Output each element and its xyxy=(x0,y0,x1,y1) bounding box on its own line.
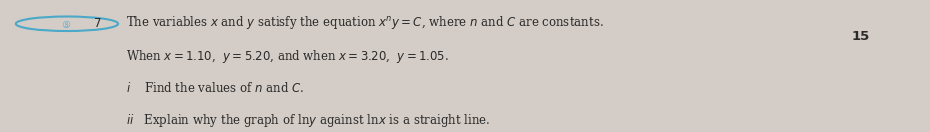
Text: When $x = 1.10$,  $y = 5.20$, and when $x = 3.20$,  $y = 1.05$.: When $x = 1.10$, $y = 5.20$, and when $x… xyxy=(126,48,448,65)
Text: 15: 15 xyxy=(851,30,870,43)
Text: $ii$   Explain why the graph of ln$y$ against ln$x$ is a straight line.: $ii$ Explain why the graph of ln$y$ agai… xyxy=(126,112,490,129)
Text: $i$    Find the values of $n$ and $C$.: $i$ Find the values of $n$ and $C$. xyxy=(126,81,304,95)
Text: 7: 7 xyxy=(94,17,101,30)
Text: $\circledS$: $\circledS$ xyxy=(62,18,72,30)
Text: The variables $x$ and $y$ satisfy the equation $x^ny = C$, where $n$ and $C$ are: The variables $x$ and $y$ satisfy the eq… xyxy=(126,14,604,31)
